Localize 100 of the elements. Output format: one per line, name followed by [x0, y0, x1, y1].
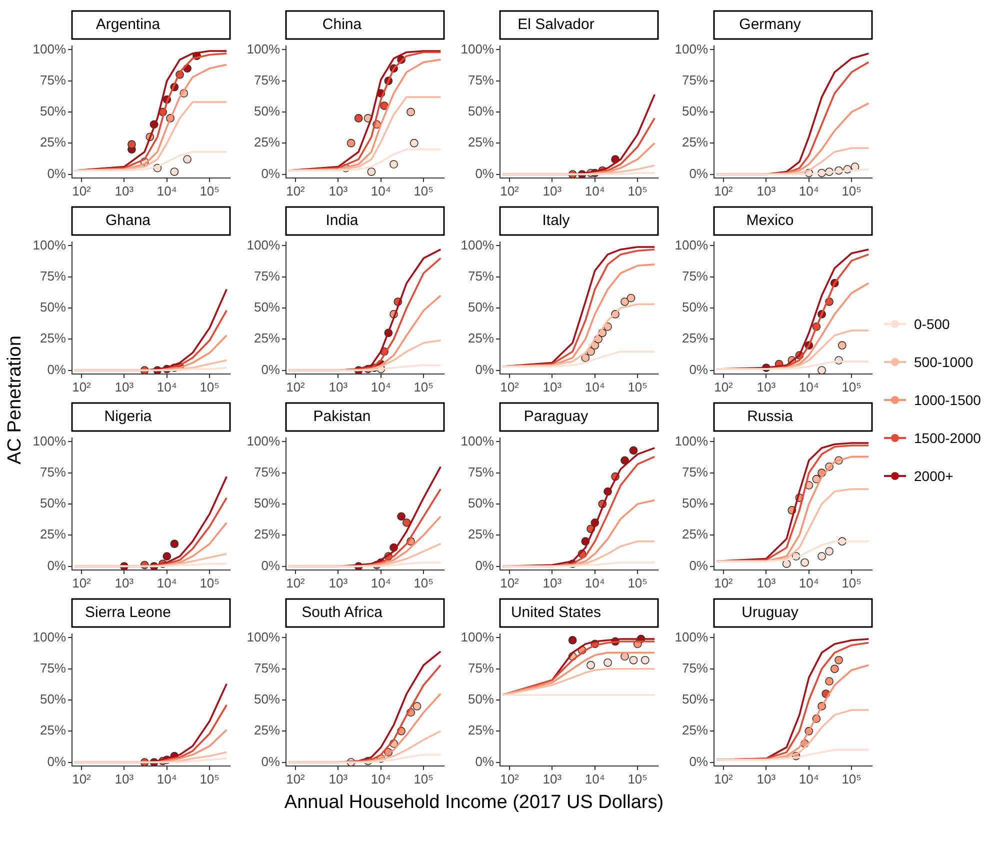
y-tick-label: 100% [460, 629, 494, 644]
y-tick-label: 75% [40, 660, 66, 676]
y-tick-label: 25% [682, 722, 708, 738]
y-tick-label: 50% [40, 496, 66, 511]
x-tick-label: 10⁴ [584, 183, 605, 198]
x-tick-label: 10⁵ [414, 575, 434, 590]
x-tick-label: 10² [72, 771, 92, 786]
y-tick-label: 75% [468, 660, 494, 676]
chart-title: Argentina [96, 16, 161, 34]
y-tick-label: 25% [254, 330, 280, 346]
y-tick-label: 50% [40, 300, 66, 315]
y-tick-label: 100% [460, 237, 494, 252]
x-tick-label: 10⁴ [156, 575, 177, 590]
x-tick-label: 10⁵ [842, 183, 862, 198]
legend-label: 0-500 [914, 316, 950, 332]
x-tick-label: 10⁴ [798, 379, 819, 394]
x-tick-label: 10³ [542, 575, 562, 590]
x-tick-label: 10⁴ [798, 183, 819, 198]
x-tick-label: 10² [500, 575, 520, 590]
y-tick-label: 50% [468, 692, 494, 707]
y-tick-label: 50% [40, 692, 66, 707]
y-tick-label: 50% [254, 104, 280, 119]
y-tick-label: 100% [246, 433, 280, 448]
x-tick-label: 10³ [328, 771, 348, 786]
chart-title: China [322, 16, 362, 34]
y-tick-label: 25% [468, 526, 494, 542]
chart-title: Russia [747, 408, 794, 426]
x-tick-label: 10³ [114, 771, 134, 786]
y-tick-label: 25% [682, 526, 708, 542]
y-tick-label: 50% [40, 104, 66, 119]
y-tick-label: 25% [40, 526, 66, 542]
y-tick-label: 0% [475, 362, 494, 377]
x-tick-label: 10⁵ [414, 379, 434, 394]
y-tick-label: 75% [468, 268, 494, 284]
y-tick-label: 0% [47, 754, 66, 769]
y-tick-label: 0% [475, 166, 494, 181]
y-tick-label: 50% [468, 300, 494, 315]
y-tick-label: 50% [682, 104, 708, 119]
x-tick-label: 10² [286, 183, 306, 198]
chart-title: South Africa [302, 604, 384, 622]
y-tick-label: 100% [460, 433, 494, 448]
x-tick-label: 10⁵ [842, 379, 862, 394]
x-tick-label: 10³ [542, 771, 562, 786]
x-tick-label: 10⁴ [156, 379, 177, 394]
chart-title: Germany [739, 16, 802, 34]
x-tick-label: 10⁵ [414, 183, 434, 198]
x-tick-label: 10⁵ [628, 379, 648, 394]
chart-title: Paraguay [524, 408, 589, 426]
y-tick-label: 75% [254, 268, 280, 284]
y-tick-label: 100% [246, 629, 280, 644]
chart-title: Ghana [105, 212, 152, 230]
y-tick-label: 100% [32, 237, 66, 252]
y-tick-label: 50% [468, 496, 494, 511]
y-tick-label: 75% [468, 464, 494, 480]
x-tick-label: 10⁴ [798, 575, 819, 590]
y-tick-label: 0% [261, 362, 280, 377]
y-tick-label: 100% [246, 237, 280, 252]
x-tick-label: 10⁴ [156, 183, 177, 198]
y-tick-label: 0% [261, 754, 280, 769]
y-tick-label: 0% [689, 754, 708, 769]
x-tick-label: 10² [286, 379, 306, 394]
x-tick-label: 10² [714, 575, 734, 590]
y-tick-label: 25% [40, 134, 66, 150]
y-tick-label: 50% [682, 496, 708, 511]
y-tick-label: 25% [254, 722, 280, 738]
y-tick-label: 50% [682, 692, 708, 707]
chart-title: India [326, 212, 359, 230]
y-tick-label: 75% [682, 72, 708, 88]
y-tick-label: 25% [40, 722, 66, 738]
y-tick-label: 75% [40, 72, 66, 88]
x-tick-label: 10³ [542, 379, 562, 394]
y-tick-label: 100% [32, 433, 66, 448]
y-tick-label: 25% [40, 330, 66, 346]
y-tick-label: 0% [47, 166, 66, 181]
y-tick-label: 25% [254, 526, 280, 542]
y-tick-label: 75% [682, 268, 708, 284]
x-tick-label: 10⁵ [200, 771, 220, 786]
x-tick-label: 10³ [756, 771, 776, 786]
chart-title: El Salvador [518, 16, 594, 34]
y-tick-label: 0% [47, 558, 66, 573]
x-tick-label: 10⁴ [584, 575, 605, 590]
x-axis-title: Annual Household Income (2017 US Dollars) [283, 792, 665, 814]
chart-title: Italy [542, 212, 570, 230]
chart-title: Pakistan [313, 408, 371, 426]
y-tick-label: 100% [674, 237, 708, 252]
y-tick-label: 100% [32, 629, 66, 644]
x-tick-label: 10⁴ [584, 379, 605, 394]
x-tick-label: 10⁴ [370, 575, 391, 590]
legend-label: 2000+ [914, 468, 954, 484]
x-tick-label: 10³ [114, 183, 134, 198]
y-tick-label: 100% [674, 629, 708, 644]
y-tick-label: 75% [682, 464, 708, 480]
x-tick-label: 10³ [756, 575, 776, 590]
x-tick-label: 10² [714, 379, 734, 394]
y-tick-label: 75% [468, 72, 494, 88]
x-tick-label: 10⁵ [628, 183, 648, 198]
x-tick-label: 10⁴ [370, 379, 391, 394]
y-tick-label: 0% [261, 166, 280, 181]
x-tick-label: 10⁵ [200, 183, 220, 198]
y-tick-label: 50% [254, 692, 280, 707]
